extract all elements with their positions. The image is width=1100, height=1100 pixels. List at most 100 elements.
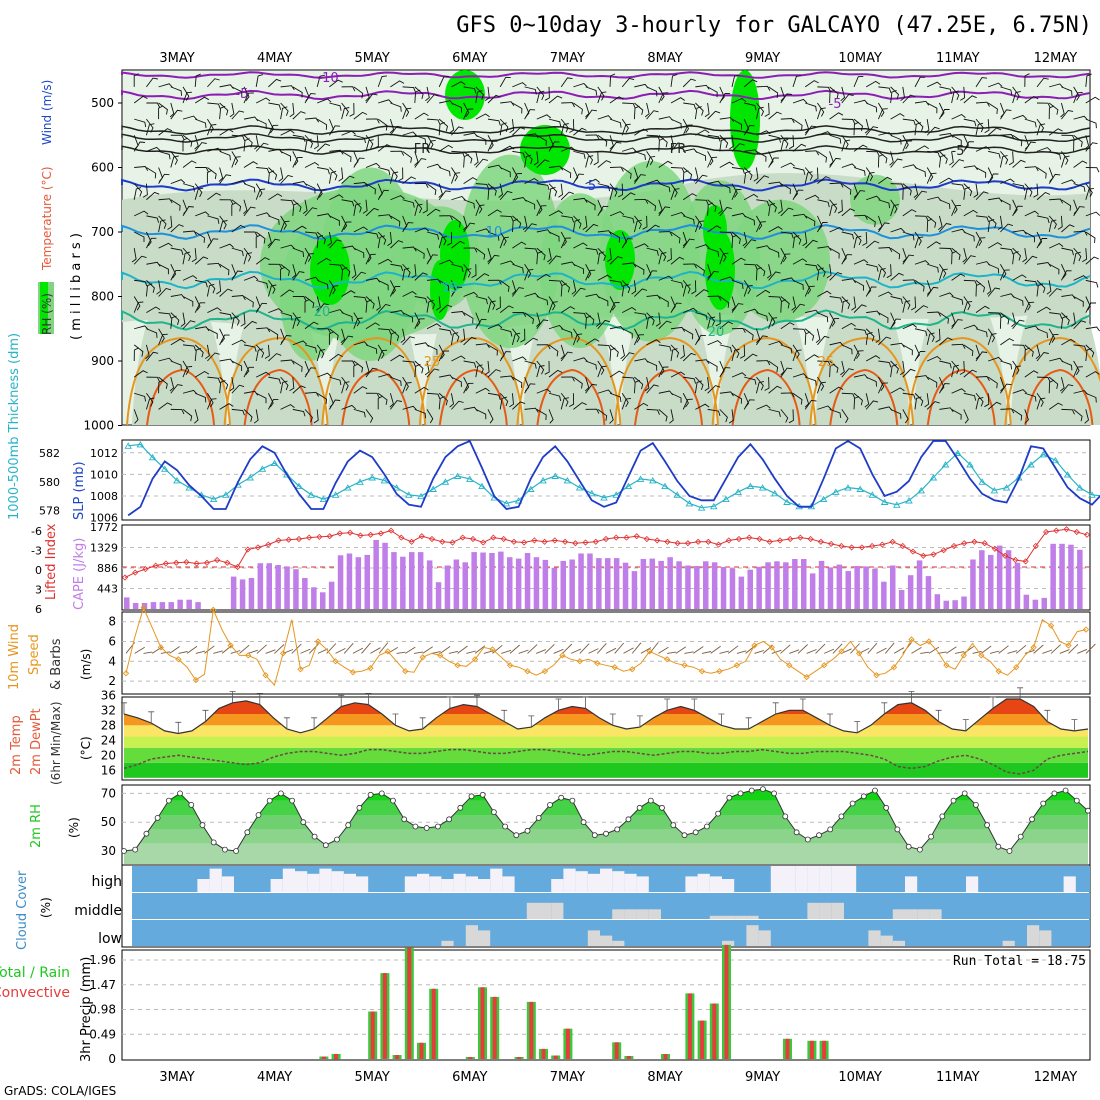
- wind-barb: [951, 159, 965, 168]
- wind-barb: [243, 247, 252, 262]
- wind-barb: [206, 283, 215, 297]
- wind-barb: [829, 134, 842, 144]
- wind-barb: [1033, 183, 1039, 198]
- cape-bar: [498, 551, 504, 609]
- wind-barb: [414, 272, 428, 281]
- wind-barb: [719, 138, 727, 152]
- wind-barb: [1048, 215, 1057, 229]
- wind-barb: [255, 231, 266, 244]
- wind-barb: [353, 271, 367, 281]
- wind-barb: [926, 332, 935, 345]
- wind-barb: [939, 177, 954, 185]
- wind-barb: [707, 247, 720, 257]
- wind-barb: [865, 331, 873, 345]
- wind-barb: [341, 102, 349, 117]
- wind-barb: [902, 231, 915, 241]
- cape-bar: [1077, 549, 1083, 609]
- wind-barb: [512, 356, 527, 362]
- wind-barb: [683, 102, 697, 110]
- wind-barb: [353, 247, 365, 258]
- wind-barb: [817, 263, 826, 277]
- wind-barb: [268, 102, 282, 110]
- wind-barb: [609, 141, 622, 152]
- wind-barb: [634, 198, 649, 204]
- wind-barb: [169, 377, 175, 392]
- wind-barb: [780, 183, 791, 195]
- rh-marker: [401, 816, 408, 823]
- wind-barb: [1048, 102, 1059, 115]
- wind-barb: [573, 312, 587, 319]
- wind-barb: [853, 395, 860, 410]
- rh-marker: [827, 826, 834, 833]
- precip-convective-bar: [785, 1038, 790, 1059]
- wind-barb: [499, 190, 513, 201]
- wind-barb: [585, 223, 599, 233]
- li-tick: 0: [35, 564, 42, 577]
- wind-barb: [829, 182, 844, 188]
- wind-barb: [792, 373, 808, 378]
- wind-barb: [646, 384, 659, 394]
- wind-barb: [609, 256, 623, 265]
- temp-band: [124, 747, 1088, 763]
- li-marker: [950, 542, 958, 550]
- wind-barb: [414, 318, 425, 329]
- wind-marker: [733, 662, 741, 669]
- wind-barb-10m: [1033, 644, 1044, 654]
- wind-barb: [568, 393, 575, 407]
- wind-barb: [1049, 150, 1062, 160]
- wind-barb: [280, 199, 294, 206]
- rh-marker: [199, 822, 206, 828]
- wind-barb: [134, 118, 147, 128]
- li-marker: [275, 537, 282, 544]
- wind-barb: [780, 367, 793, 378]
- wind-barb: [719, 276, 735, 281]
- wind-barb: [585, 338, 600, 346]
- rh-layer-bright: [520, 125, 570, 175]
- wind-barb: [728, 409, 734, 424]
- wind-barb: [1000, 199, 1011, 210]
- wind-barb: [524, 360, 537, 369]
- top-date-label: 6MAY: [452, 51, 487, 66]
- wind-marker: [175, 656, 182, 663]
- wind-barb: [670, 183, 678, 198]
- wind-barb: [182, 320, 196, 330]
- wind-barb: [670, 167, 685, 173]
- wind-barb: [499, 76, 511, 88]
- precip-convective-bar: [626, 1056, 631, 1059]
- wind-barb: [268, 263, 283, 269]
- wind-barb: [524, 86, 537, 95]
- wind-tick: 8: [108, 615, 116, 629]
- contour-25: [418, 336, 524, 426]
- wind-barb: [1022, 248, 1027, 263]
- wind-barb: [402, 405, 417, 411]
- wind-barb: [939, 337, 953, 346]
- cloud-gap: [636, 909, 649, 920]
- wind-barb: [327, 231, 332, 247]
- wind-barb: [426, 163, 442, 169]
- wind-barb: [1036, 306, 1051, 314]
- wind-barb: [890, 199, 898, 214]
- rh-marker: [883, 804, 890, 811]
- wind-barb: [548, 183, 558, 197]
- wind-barb: [536, 273, 551, 281]
- wind-barb: [377, 144, 392, 152]
- contour-30: [829, 368, 899, 426]
- cloud-gap: [929, 909, 942, 920]
- wind-barb: [280, 312, 293, 321]
- wind-barb: [365, 367, 378, 378]
- li-marker: [695, 538, 702, 545]
- wind-barb: [292, 408, 306, 417]
- millibars-label: ( m i l l i b a r s ): [69, 233, 84, 340]
- wind-barb: [1073, 86, 1080, 101]
- wind-barb: [280, 376, 289, 391]
- wind-barb: [205, 344, 210, 360]
- wind-barb: [1012, 344, 1027, 350]
- wind-barb: [255, 348, 264, 362]
- wind-barb: [304, 253, 314, 265]
- wind-marker: [314, 638, 322, 645]
- wind-barb: [463, 86, 477, 94]
- wind-barb: [963, 231, 975, 242]
- wind-barb: [402, 131, 417, 136]
- wind-barb: [704, 102, 710, 118]
- contour-label: 5: [588, 179, 596, 194]
